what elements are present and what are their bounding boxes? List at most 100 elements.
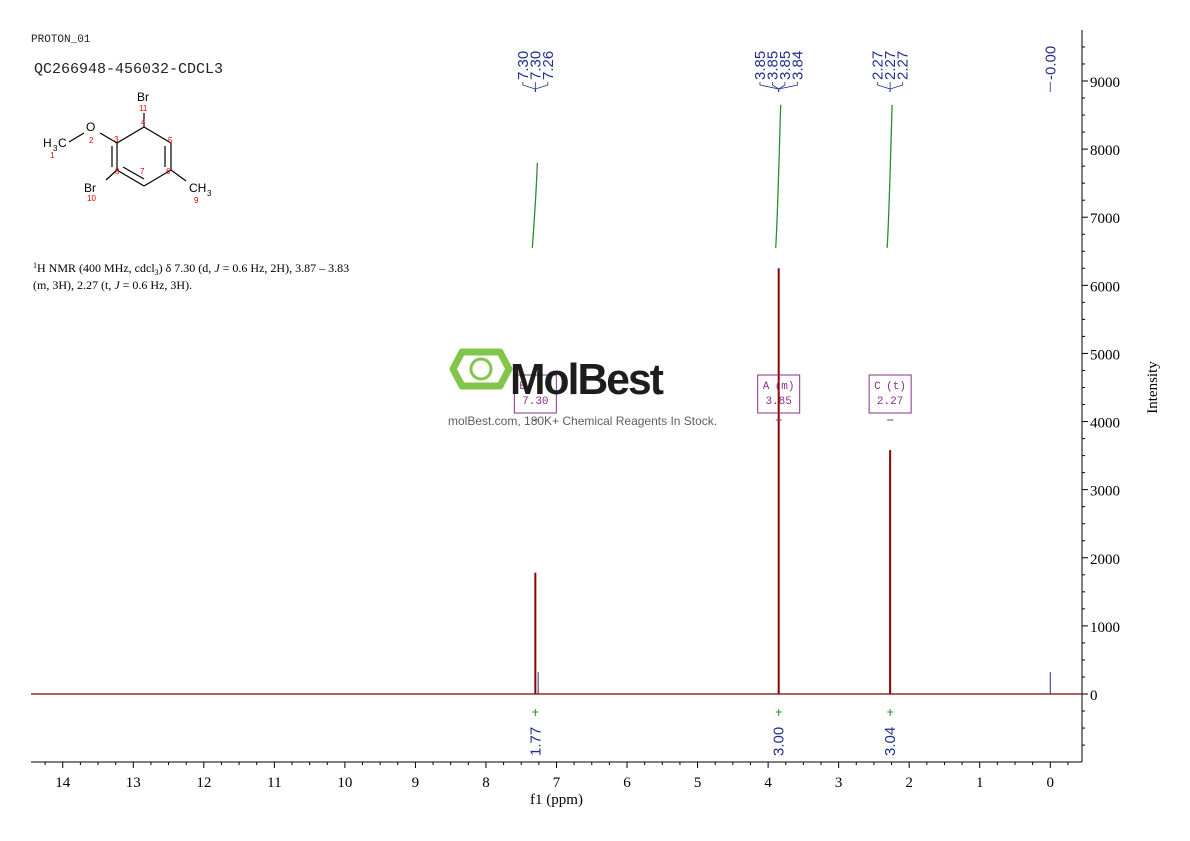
x-tick-label: 13 — [126, 775, 141, 791]
x-tick-label: 1 — [976, 775, 984, 791]
atom-ch3-sub: 3 — [207, 189, 212, 198]
y-tick-label: 2000 — [1090, 552, 1120, 568]
x-axis-label: f1 (ppm) — [530, 792, 583, 808]
peak-connector — [778, 82, 798, 92]
peak-label: 2.27 — [882, 51, 899, 80]
x-tick-label: 11 — [267, 775, 281, 791]
atom-num-4: 4 — [141, 118, 146, 127]
y-tick-label: 6000 — [1090, 279, 1120, 295]
watermark-brand: MolBest — [510, 355, 664, 404]
nmr-description-line2: (m, 3H), 2.27 (t, J = 0.6 Hz, 3H). — [33, 278, 192, 292]
bond-c3-o — [99, 132, 118, 144]
atom-h3c-h: H — [43, 136, 52, 150]
integral-curve — [886, 104, 893, 248]
y-tick-label: 1000 — [1090, 620, 1120, 636]
y-tick-label: 0 — [1090, 688, 1098, 704]
x-tick-label: 9 — [412, 775, 420, 791]
atom-num-9: 9 — [194, 196, 199, 205]
peak-connector — [889, 82, 904, 92]
bond-c8-br — [105, 169, 118, 181]
molecule-structure — [68, 113, 187, 187]
peak-label: 3.85 — [764, 51, 781, 80]
nmr-description-line1: 1H NMR (400 MHz, cdcl3) δ 7.30 (d, J = 0… — [33, 261, 349, 277]
multiplet-type: (m) — [775, 381, 795, 393]
y-tick-label: 5000 — [1090, 347, 1120, 363]
bond-c7-c8-double — [122, 166, 145, 180]
desc-sub-3: 3 — [155, 268, 159, 277]
x-tick-label: 0 — [1047, 775, 1055, 791]
atom-num-5: 5 — [168, 136, 173, 145]
peak-label: 3.85 — [777, 51, 794, 80]
atom-ch3-ch: CH — [189, 181, 206, 195]
peak-connector — [877, 82, 891, 92]
integral-value: 3.00 — [771, 727, 788, 756]
atom-o: O — [86, 120, 95, 134]
multiplet-shift: 7.30 — [522, 396, 548, 408]
peak-label: 7.26 — [540, 51, 557, 80]
desc-sup-1: 1 — [33, 261, 37, 270]
watermark-tagline: molBest.com, 180K+ Chemical Reagents In … — [448, 414, 717, 428]
atom-num-10: 10 — [87, 194, 96, 203]
watermark: MolBest molBest.com, 180K+ Chemical Reag… — [448, 348, 717, 428]
x-tick-label: 6 — [623, 775, 631, 791]
y-tick-label: 3000 — [1090, 484, 1120, 500]
multiplet-shift: 2.27 — [877, 396, 903, 408]
atom-h3c-c: C — [58, 136, 67, 150]
peak-label: 2.27 — [870, 51, 887, 80]
peak-connector — [522, 82, 536, 92]
peak-labels: 7.307.307.26 3.853.853.853.84 2.272.272.27… — [515, 46, 1059, 92]
bond-c6-ch3 — [170, 169, 187, 182]
y-tick-label: 8000 — [1090, 143, 1120, 159]
multiplet-box — [513, 374, 557, 414]
desc-text-d: (m, 3H), 2.27 (t, — [33, 278, 114, 292]
y-tick-label: 7000 — [1090, 211, 1120, 227]
peak-label: 7.30 — [515, 51, 532, 80]
desc-j-1: J — [214, 261, 220, 275]
y-axis-label: Intensity — [1145, 361, 1161, 414]
x-tick-label: 5 — [694, 775, 702, 791]
desc-j-2: J — [114, 278, 120, 292]
bond-c7-c8 — [116, 169, 145, 187]
atom-num-7: 7 — [140, 167, 145, 176]
multiplet-shift: 3.85 — [765, 396, 791, 408]
bond-c4-c5 — [143, 126, 172, 144]
y-tick-label: 4000 — [1090, 416, 1120, 432]
peak-connector — [534, 82, 549, 92]
atom-h3c-sub: 3 — [53, 144, 58, 153]
peak-connector — [772, 82, 780, 92]
spectrum — [31, 268, 1082, 695]
atom-num-8: 8 — [115, 167, 120, 176]
bond-c3-c4 — [116, 126, 145, 144]
molecule-labels: Br 11 O 2 H 3 C 1 3 4 5 6 7 8 Br 10 CH 3… — [43, 90, 212, 205]
desc-text-e: = 0.6 Hz, 3H). — [120, 278, 192, 292]
x-tick-label: 7 — [553, 775, 561, 791]
integral-value: 1.77 — [527, 727, 544, 756]
multiplet-boxes: B 7.30 A (m) 3.85 C (t) 2.27 — [513, 374, 912, 421]
atom-num-2: 2 — [89, 136, 94, 145]
y-tick-label: 9000 — [1090, 75, 1120, 91]
x-tick-label: 12 — [196, 775, 211, 791]
axes: 14 13 12 11 10 9 8 7 6 5 4 3 2 1 0f1 (ppm)010002000300… — [31, 30, 1161, 808]
peak-label: 7.30 — [527, 51, 544, 80]
peak-connector — [778, 82, 786, 92]
atom-num-3: 3 — [114, 135, 119, 144]
integral-curve — [775, 104, 782, 248]
multiplet-name: C — [874, 381, 881, 393]
peak-label: 2.27 — [895, 51, 912, 80]
x-tick-label: 8 — [482, 775, 490, 791]
x-tick-label: 14 — [55, 775, 71, 791]
integral-value: 3.04 — [882, 727, 899, 756]
bond-o-ch3 — [68, 132, 85, 143]
peak-label: 3.84 — [789, 51, 806, 80]
x-tick-label: 2 — [905, 775, 913, 791]
sample-label: QC266948-456032-CDCL3 — [34, 61, 223, 78]
peak-label: -0.00 — [1042, 46, 1059, 80]
x-tick-label: 4 — [764, 775, 772, 791]
atom-br-top: Br — [137, 90, 149, 104]
desc-text-a: H NMR (400 MHz, cdcl — [37, 261, 155, 275]
x-tick-label: 10 — [337, 775, 352, 791]
desc-text-c: = 0.6 Hz, 2H), 3.87 – 3.83 — [220, 261, 349, 275]
multiplet-box — [757, 374, 801, 414]
experiment-label: PROTON_01 — [31, 34, 91, 46]
atom-num-11: 11 — [139, 104, 148, 113]
